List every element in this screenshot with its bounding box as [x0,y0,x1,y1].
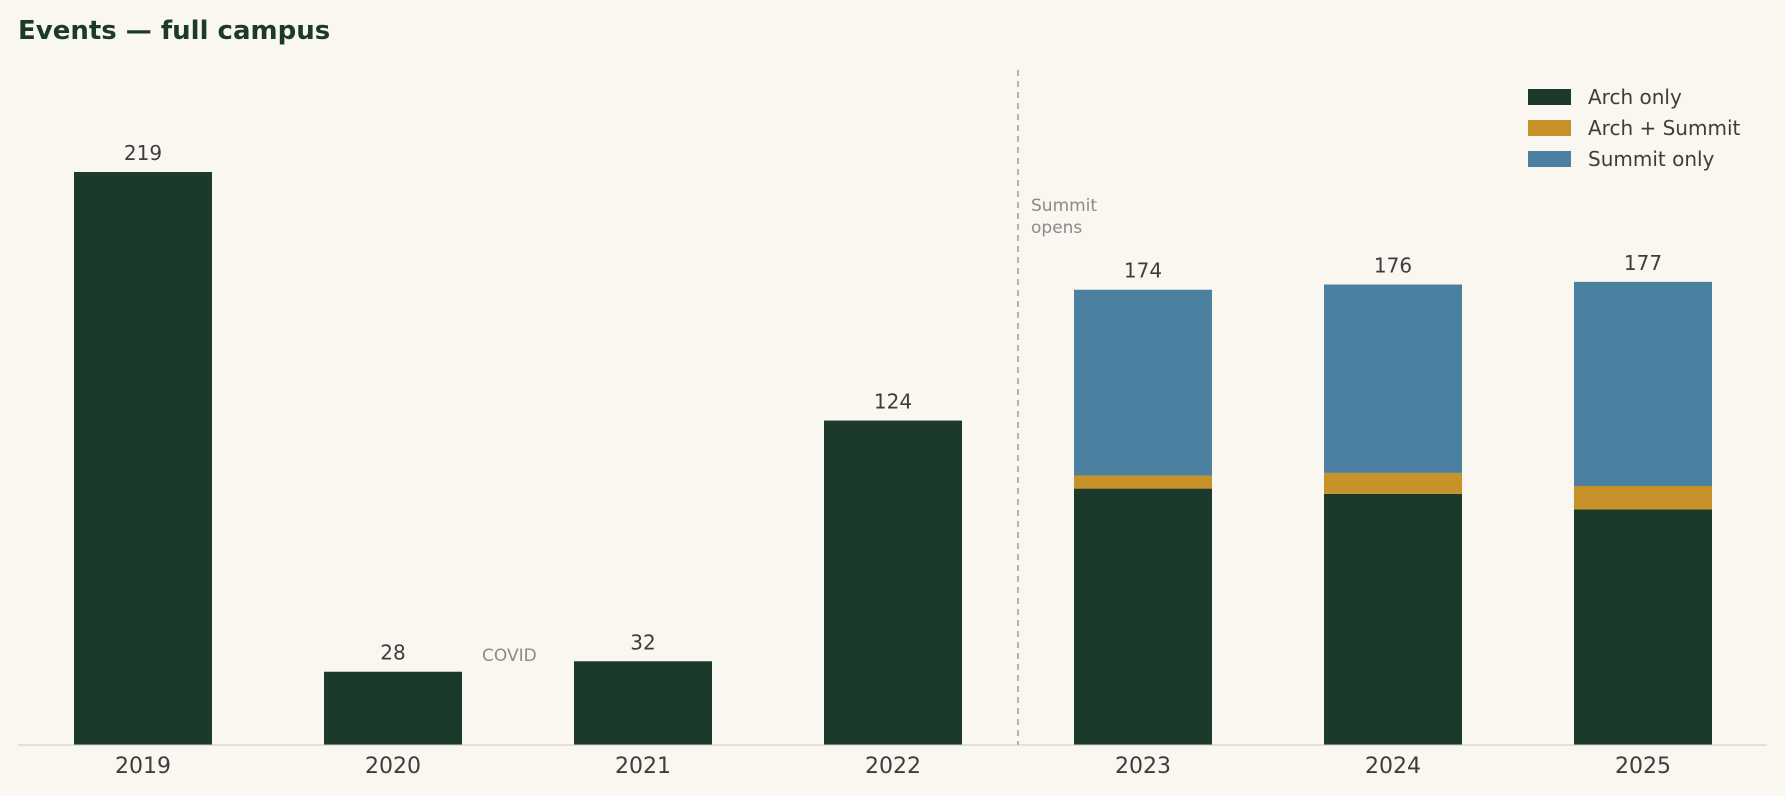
value-label-2022: 124 [874,390,912,414]
legend-label-arch-only: Arch only [1588,85,1682,109]
annotation-summit-opens-1: Summit [1031,196,1097,216]
bar-2024-summit-only [1324,284,1462,473]
legend-label-arch-summit: Arch + Summit [1588,116,1741,140]
bar-2023-summit-only [1074,289,1212,476]
x-tick-2025: 2025 [1615,754,1671,779]
legend-label-summit-only: Summit only [1588,147,1715,171]
annotation-summit-opens-2: opens [1031,218,1082,238]
x-tick-2021: 2021 [615,754,671,779]
bar-2025-summit-only [1574,281,1712,486]
bar-2024-arch-summit [1324,472,1462,494]
bar-2025-arch-only [1574,509,1712,745]
x-tick-2019: 2019 [115,754,171,779]
legend-swatch-arch-summit [1528,120,1571,136]
value-labels-layer: 219 28 32 124 174 176 177 [124,141,1662,665]
value-label-2024: 176 [1374,254,1412,278]
annotation-covid: COVID [482,646,537,666]
x-tick-2023: 2023 [1115,754,1171,779]
bar-2021-arch-only [574,661,712,745]
legend-swatch-arch-only [1528,89,1571,105]
value-label-2020: 28 [380,641,405,665]
x-tick-2022: 2022 [865,754,921,779]
x-tick-2020: 2020 [365,754,421,779]
legend: Arch only Arch + Summit Summit only [1528,85,1741,171]
x-tick-2024: 2024 [1365,754,1421,779]
legend-swatch-summit-only [1528,151,1571,167]
bar-2022-arch-only [824,420,962,745]
bar-2019-arch-only [74,172,212,745]
value-label-2025: 177 [1624,251,1662,275]
bar-2023-arch-only [1074,488,1212,745]
value-label-2023: 174 [1124,259,1162,283]
x-tick-labels: 2019 2020 2021 2022 2023 2024 2025 [115,754,1671,779]
bars-layer [74,172,1712,745]
chart-title: Events — full campus [18,16,330,46]
value-label-2019: 219 [124,141,162,165]
value-label-2021: 32 [630,630,655,654]
bar-2020-arch-only [324,671,462,745]
bar-2025-arch-summit [1574,485,1712,510]
bar-2023-arch-summit [1074,475,1212,489]
bar-2024-arch-only [1324,493,1462,745]
